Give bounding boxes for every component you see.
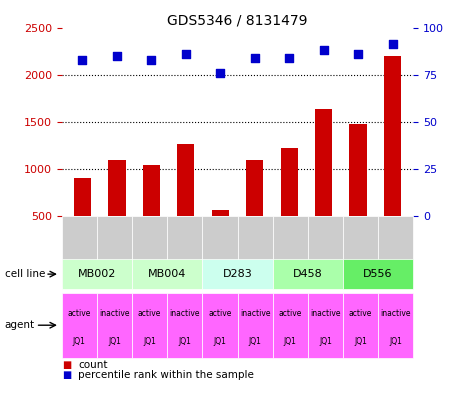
Bar [177,145,194,263]
Point [113,53,121,59]
Text: ■: ■ [62,370,71,380]
Point [182,51,190,57]
Text: JQ1: JQ1 [248,337,262,346]
Text: active: active [67,309,91,318]
Point [320,47,327,53]
Text: active: active [208,309,232,318]
Text: D556: D556 [363,269,393,279]
Text: GDS5346 / 8131479: GDS5346 / 8131479 [167,14,308,28]
Text: JQ1: JQ1 [284,337,297,346]
Point [79,57,86,63]
Bar [142,165,160,263]
Bar [315,108,332,263]
Point [354,51,362,57]
Text: JQ1: JQ1 [143,337,156,346]
Text: D283: D283 [223,269,252,279]
Text: inactive: inactive [240,309,270,318]
Text: MB002: MB002 [78,269,116,279]
Text: JQ1: JQ1 [354,337,367,346]
Point [251,55,258,61]
Text: inactive: inactive [310,309,341,318]
Text: JQ1: JQ1 [389,337,402,346]
Text: agent: agent [5,320,35,330]
Bar [246,160,263,263]
Bar [350,124,367,263]
Bar [108,160,125,263]
Text: inactive: inactive [99,309,130,318]
Bar [281,148,298,263]
Text: JQ1: JQ1 [108,337,121,346]
Text: JQ1: JQ1 [73,337,86,346]
Text: count: count [78,360,108,371]
Text: JQ1: JQ1 [178,337,191,346]
Text: percentile rank within the sample: percentile rank within the sample [78,370,254,380]
Point [285,55,293,61]
Point [148,57,155,63]
Text: inactive: inactive [380,309,411,318]
Text: JQ1: JQ1 [213,337,227,346]
Text: active: active [138,309,162,318]
Text: active: active [278,309,302,318]
Text: D458: D458 [293,269,323,279]
Text: JQ1: JQ1 [319,337,332,346]
Bar [384,56,401,263]
Point [389,41,396,48]
Bar [74,178,91,263]
Text: cell line: cell line [5,269,45,279]
Point [217,70,224,76]
Bar [212,211,229,263]
Text: inactive: inactive [170,309,200,318]
Text: ■: ■ [62,360,71,371]
Text: MB004: MB004 [148,269,186,279]
Text: active: active [349,309,372,318]
